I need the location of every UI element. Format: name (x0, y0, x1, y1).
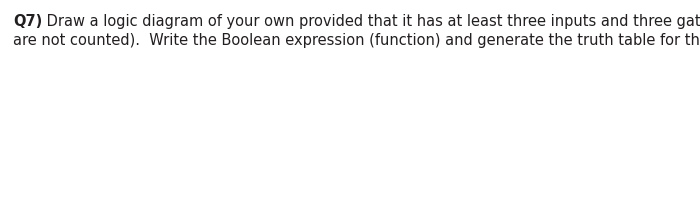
Text: are not counted).  Write the Boolean expression (function) and generate the trut: are not counted). Write the Boolean expr… (13, 33, 700, 48)
Text: Draw a logic diagram of your own provided that it has at least three inputs and : Draw a logic diagram of your own provide… (42, 14, 700, 29)
Text: Q7): Q7) (13, 14, 42, 29)
